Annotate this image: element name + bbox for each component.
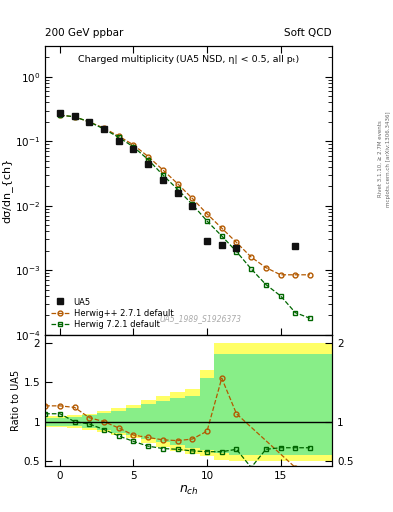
Line: UA5: UA5 xyxy=(57,111,298,251)
UA5 xyxy=(57,111,62,117)
UA5 xyxy=(293,243,298,249)
Y-axis label: Ratio to UA5: Ratio to UA5 xyxy=(11,370,21,431)
UA5 xyxy=(116,138,121,144)
Herwig++ 2.7.1 default xyxy=(219,225,224,231)
Line: Herwig 7.2.1 default: Herwig 7.2.1 default xyxy=(57,113,312,321)
Herwig++ 2.7.1 default xyxy=(175,181,180,187)
Herwig 7.2.1 default xyxy=(87,119,92,125)
Herwig++ 2.7.1 default xyxy=(205,211,209,217)
Herwig 7.2.1 default xyxy=(264,282,268,288)
Herwig 7.2.1 default xyxy=(57,112,62,118)
Herwig 7.2.1 default xyxy=(102,126,107,132)
Text: Soft QCD: Soft QCD xyxy=(285,28,332,38)
Herwig++ 2.7.1 default xyxy=(249,254,253,260)
Line: Herwig++ 2.7.1 default: Herwig++ 2.7.1 default xyxy=(57,113,312,277)
Text: 200 GeV ppbar: 200 GeV ppbar xyxy=(45,28,123,38)
Herwig 7.2.1 default xyxy=(190,201,195,207)
Legend: UA5, Herwig++ 2.7.1 default, Herwig 7.2.1 default: UA5, Herwig++ 2.7.1 default, Herwig 7.2.… xyxy=(50,296,175,331)
X-axis label: $n_{ch}$: $n_{ch}$ xyxy=(179,483,198,497)
UA5 xyxy=(87,119,92,125)
UA5 xyxy=(102,126,107,132)
Herwig++ 2.7.1 default xyxy=(278,272,283,278)
UA5 xyxy=(219,242,224,248)
Herwig 7.2.1 default xyxy=(308,315,312,322)
Text: Charged multiplicity (UA5 NSD, η| < 0.5, all pₜ): Charged multiplicity (UA5 NSD, η| < 0.5,… xyxy=(78,55,299,63)
UA5 xyxy=(146,161,151,167)
Herwig++ 2.7.1 default xyxy=(116,133,121,139)
Herwig++ 2.7.1 default xyxy=(57,112,62,118)
Herwig++ 2.7.1 default xyxy=(146,154,151,160)
Herwig 7.2.1 default xyxy=(72,114,77,120)
Herwig 7.2.1 default xyxy=(116,134,121,140)
UA5 xyxy=(190,203,195,209)
Herwig 7.2.1 default xyxy=(293,310,298,316)
Herwig 7.2.1 default xyxy=(146,157,151,163)
UA5 xyxy=(131,146,136,153)
Herwig 7.2.1 default xyxy=(249,266,253,272)
UA5 xyxy=(175,189,180,196)
Herwig++ 2.7.1 default xyxy=(102,125,107,131)
Y-axis label: dσ/dn_{ch}: dσ/dn_{ch} xyxy=(1,158,12,223)
UA5 xyxy=(160,177,165,183)
UA5 xyxy=(234,245,239,251)
Text: mcplots.cern.ch [arXiv:1306.3436]: mcplots.cern.ch [arXiv:1306.3436] xyxy=(386,111,391,206)
UA5 xyxy=(205,239,209,245)
Herwig 7.2.1 default xyxy=(175,186,180,193)
Herwig 7.2.1 default xyxy=(205,218,209,224)
Herwig 7.2.1 default xyxy=(219,233,224,239)
Herwig++ 2.7.1 default xyxy=(234,240,239,246)
Herwig 7.2.1 default xyxy=(131,144,136,150)
Herwig++ 2.7.1 default xyxy=(160,167,165,173)
Herwig 7.2.1 default xyxy=(278,293,283,299)
Herwig++ 2.7.1 default xyxy=(87,119,92,125)
UA5 xyxy=(72,113,77,119)
Herwig++ 2.7.1 default xyxy=(264,265,268,271)
Herwig++ 2.7.1 default xyxy=(131,142,136,148)
Text: UA5_1989_S1926373: UA5_1989_S1926373 xyxy=(159,314,241,323)
Herwig 7.2.1 default xyxy=(160,172,165,178)
Herwig++ 2.7.1 default xyxy=(308,272,312,278)
Text: Rivet 3.1.10, ≥ 2.7M events: Rivet 3.1.10, ≥ 2.7M events xyxy=(378,120,383,197)
Herwig++ 2.7.1 default xyxy=(293,272,298,278)
Herwig++ 2.7.1 default xyxy=(72,114,77,120)
Herwig 7.2.1 default xyxy=(234,248,239,254)
Herwig++ 2.7.1 default xyxy=(190,196,195,202)
